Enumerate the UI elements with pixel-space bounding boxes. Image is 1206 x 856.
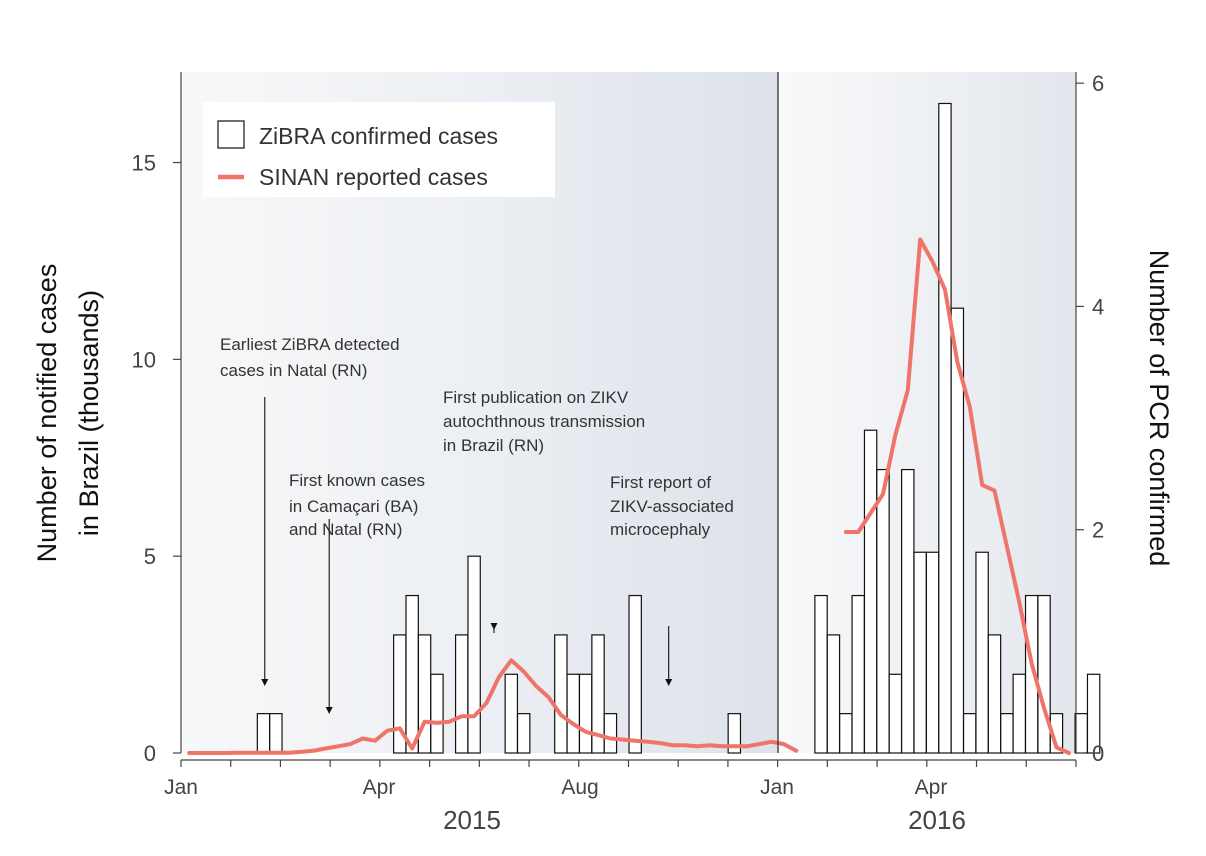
year-label: 2016: [908, 805, 966, 835]
legend-label: SINAN reported cases: [259, 164, 488, 190]
arrow-head: [325, 707, 333, 714]
arrow-head: [490, 623, 498, 630]
bar: [454, 634, 469, 754]
bar: [913, 551, 927, 754]
y-left-tick-label: 15: [132, 151, 156, 176]
bar: [975, 551, 989, 754]
y-axis-left-ticks: 0 5 10 15: [132, 151, 181, 766]
x-tick-label: Jan: [760, 776, 794, 799]
line-series: [187, 658, 799, 755]
y-left-tick-label: 0: [144, 741, 156, 766]
bar: [888, 673, 903, 754]
annotation: First report of ZIKV-associated microcep…: [610, 473, 734, 539]
y-axis-right-label: Number of PCR confirmed: [1144, 250, 1174, 567]
bar: [1074, 713, 1088, 754]
x-tick-label: Jan: [164, 776, 198, 799]
annotation-arrows: [261, 397, 673, 714]
bar: [504, 673, 519, 754]
bar: [566, 673, 580, 754]
y-right-tick-label: 0: [1092, 741, 1104, 766]
annotation-text: First known cases: [289, 471, 425, 490]
legend: ZiBRA confirmed cases SINAN reported cas…: [203, 102, 555, 197]
bar: [405, 594, 419, 754]
annotation-text: First report of: [610, 473, 711, 492]
bar: [1037, 594, 1051, 754]
bar: [950, 307, 965, 754]
annotation-text: in Brazil (RN): [443, 436, 544, 455]
annotation: First publication on ZIKV autochthnous t…: [443, 388, 645, 455]
bar: [591, 634, 605, 754]
bar: [987, 634, 1002, 754]
legend-background: [203, 102, 555, 197]
bar: [1086, 673, 1101, 754]
annotation-text: First publication on ZIKV: [443, 388, 629, 407]
annotation-text: microcephaly: [610, 520, 711, 539]
y-left-tick-label: 10: [132, 347, 156, 372]
annotation-text: ZIKV-associated: [610, 497, 734, 516]
y-right-tick-label: 6: [1092, 71, 1104, 96]
bar: [727, 713, 742, 754]
bar: [603, 713, 618, 754]
annotation: Earliest ZiBRA detected cases in Natal (…: [220, 335, 400, 380]
annotation-text: Earliest ZiBRA detected: [220, 335, 400, 354]
bar: [901, 468, 915, 754]
bar: [269, 713, 283, 754]
bar: [430, 673, 444, 754]
bar: [876, 468, 890, 754]
legend-label: ZiBRA confirmed cases: [259, 123, 498, 149]
bar: [851, 594, 865, 754]
line-series: [843, 237, 1071, 755]
bar: [814, 594, 828, 754]
y-right-tick-label: 4: [1092, 294, 1104, 319]
annotation-text: in Camaçari (BA): [289, 497, 418, 516]
bar: [256, 713, 271, 754]
x-axis-ticks: [180, 760, 1077, 767]
bar: [467, 555, 481, 754]
bar: [516, 713, 531, 754]
bar: [863, 429, 878, 754]
x-tick-label: Aug: [561, 776, 598, 799]
bar: [962, 713, 977, 754]
bar: [839, 713, 853, 754]
annotation-text: cases in Natal (RN): [220, 361, 367, 380]
y-axis-left-label: in Brazil (thousands): [74, 290, 104, 536]
year-label: 2015: [443, 805, 501, 835]
y-axis-right-ticks: 0 2 4 6: [1076, 71, 1104, 766]
x-tick-label: Apr: [915, 776, 948, 799]
bar: [925, 551, 940, 754]
arrow-head: [665, 679, 673, 686]
bar: [826, 634, 841, 754]
bar: [578, 673, 593, 754]
bars-group: [256, 102, 1101, 754]
line-group: [187, 237, 1071, 755]
y-axis-left-label: Number of notified cases: [32, 264, 62, 563]
bar: [628, 594, 642, 754]
bar: [1000, 713, 1014, 754]
bar: [938, 102, 952, 754]
bar: [1012, 673, 1027, 754]
annotation-text: autochthnous transmission: [443, 412, 645, 431]
annotation: First known cases in Camaçari (BA) and N…: [289, 471, 425, 539]
annotation-text: and Natal (RN): [289, 520, 402, 539]
legend-bar-swatch: [217, 120, 245, 149]
y-left-tick-label: 5: [144, 544, 156, 569]
y-right-tick-label: 2: [1092, 518, 1104, 543]
arrow-head: [261, 679, 269, 686]
bar: [554, 634, 568, 754]
x-tick-label: Apr: [363, 776, 396, 799]
